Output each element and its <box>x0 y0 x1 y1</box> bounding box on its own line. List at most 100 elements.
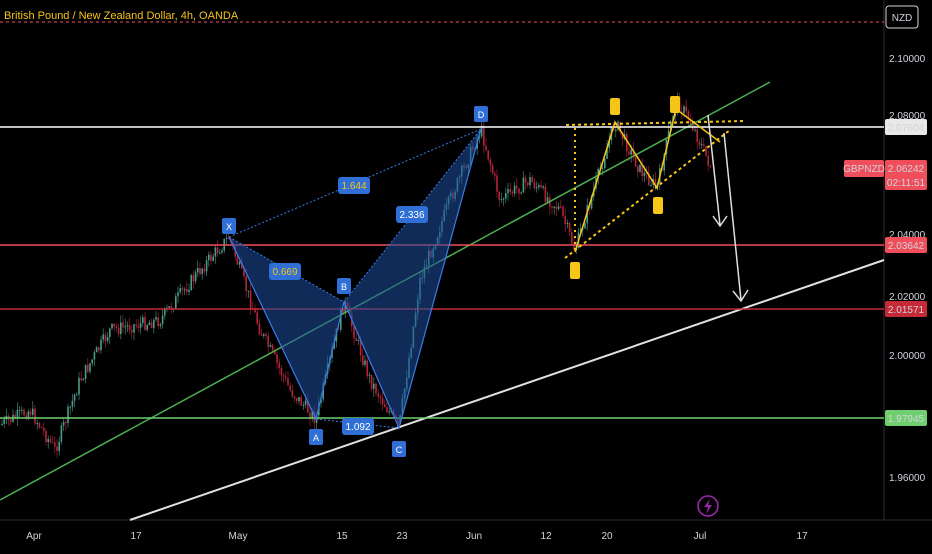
time-axis[interactable]: Apr 17 May 15 23 Jun 12 20 Jul 17 <box>26 531 808 542</box>
time-tick: 23 <box>396 531 408 542</box>
candle-body <box>91 359 93 364</box>
candle-body <box>34 408 36 424</box>
candle-body <box>40 427 43 429</box>
candle-body <box>531 177 533 183</box>
candle-body <box>663 154 665 171</box>
time-tick: 17 <box>130 531 142 542</box>
candle-body <box>386 407 388 413</box>
candle-body <box>544 186 547 202</box>
svg-text:X: X <box>226 222 232 232</box>
candle-body <box>238 261 241 265</box>
level-badge-red-2[interactable]: 2.01571 <box>885 301 927 317</box>
candle-body <box>368 374 371 376</box>
candle-body <box>58 441 60 451</box>
candle-body <box>190 275 192 290</box>
price-tick: 2.08000 <box>889 111 926 122</box>
candle-body <box>296 398 298 402</box>
candle-body <box>210 254 212 261</box>
candles-layer <box>1 92 712 458</box>
candle-body <box>254 309 256 313</box>
point-label-d[interactable]: D <box>474 106 488 122</box>
point-label-x[interactable]: X <box>222 218 236 234</box>
candle-body <box>109 328 111 338</box>
ticker-badge[interactable]: GBPNZD 2.06242 02:11:51 <box>843 160 927 190</box>
candle-body <box>214 247 217 257</box>
candle-body <box>282 375 285 377</box>
candle-body <box>16 410 19 419</box>
candle-body <box>100 339 102 351</box>
svg-text:B: B <box>341 282 347 292</box>
ratio-label-bd[interactable]: 2.336 <box>396 206 428 223</box>
yellow-marker-3[interactable] <box>653 197 663 214</box>
yellow-marker-4[interactable] <box>570 262 580 279</box>
point-label-a[interactable]: A <box>309 429 323 445</box>
candle-body <box>584 223 586 229</box>
svg-text:C: C <box>396 445 403 455</box>
candle-body <box>571 232 573 244</box>
candle-body <box>364 360 366 365</box>
candle-body <box>1 423 3 425</box>
candle-body <box>654 179 657 187</box>
candle-body <box>183 289 186 291</box>
projection-arrows[interactable] <box>707 114 749 303</box>
candle-body <box>705 145 707 156</box>
candle-body <box>698 141 701 145</box>
candle-body <box>670 121 672 131</box>
ratio-label-xb[interactable]: 0.669 <box>269 263 301 280</box>
level-badge-green[interactable]: 1.97945 <box>885 410 927 426</box>
arrow-short-line <box>707 114 721 226</box>
harmonic-pattern[interactable]: 1.644 0.669 2.336 1.092 X A <box>222 106 488 457</box>
candle-body <box>529 177 531 186</box>
ratio-label-xd[interactable]: 1.644 <box>338 177 370 194</box>
candle-body <box>135 324 137 326</box>
yellow-pattern[interactable] <box>564 96 746 279</box>
white-trendline[interactable] <box>129 259 885 521</box>
level-badge-white[interactable]: 2.07604 <box>885 119 927 135</box>
candle-body <box>274 350 276 355</box>
yellow-marker-1[interactable] <box>610 98 620 115</box>
candle-body <box>87 364 89 372</box>
yellow-marker-2[interactable] <box>670 96 680 113</box>
price-axis[interactable]: 2.10000 2.08000 2.04000 2.02000 2.00000 … <box>889 54 926 484</box>
candle-body <box>170 306 173 310</box>
symbol-title[interactable]: British Pound / New Zealand Dollar, 4h, … <box>4 10 239 22</box>
ratio-label-ac[interactable]: 1.092 <box>342 418 374 435</box>
candle-body <box>300 397 302 406</box>
candle-body <box>221 250 223 253</box>
candle-body <box>562 206 564 216</box>
candle-body <box>362 355 364 365</box>
candle-body <box>568 222 571 233</box>
candle-body <box>337 328 340 330</box>
candle-body <box>546 197 549 202</box>
candle-body <box>276 354 278 363</box>
candle-body <box>287 378 289 386</box>
candle-body <box>560 206 562 208</box>
point-label-c[interactable]: C <box>392 441 406 457</box>
candle-body <box>153 319 155 329</box>
candle-body <box>203 268 206 272</box>
candle-body <box>122 322 124 328</box>
svg-text:0.669: 0.669 <box>272 267 297 278</box>
candle-body <box>18 409 21 411</box>
candle-body <box>120 322 122 334</box>
candle-body <box>102 334 104 340</box>
svg-text:2.07604: 2.07604 <box>888 123 925 134</box>
candle-body <box>494 173 496 176</box>
time-tick: Apr <box>26 531 42 542</box>
candle-body <box>205 260 208 272</box>
yellow-neckline <box>564 129 731 259</box>
candle-body <box>513 185 516 194</box>
candle-body <box>106 337 109 342</box>
time-tick: 17 <box>796 531 808 542</box>
lightning-icon[interactable] <box>697 495 719 517</box>
candle-body <box>527 182 529 186</box>
candle-body <box>709 165 712 167</box>
currency-selector[interactable]: NZD <box>885 5 919 29</box>
candle-body <box>115 326 118 328</box>
level-badge-red-1[interactable]: 2.03642 <box>885 237 927 253</box>
candle-body <box>260 334 263 336</box>
candle-body <box>98 347 100 351</box>
point-label-b[interactable]: B <box>337 278 351 294</box>
